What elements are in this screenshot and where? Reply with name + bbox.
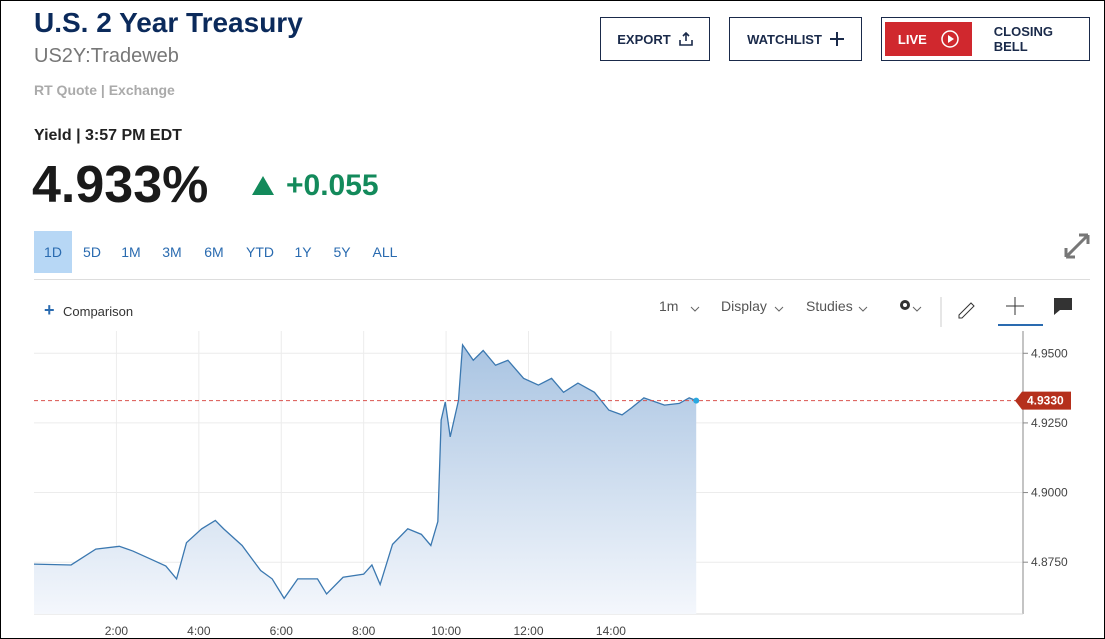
x-tick-label: 10:00 <box>431 624 461 638</box>
range-tab[interactable]: ALL <box>372 244 398 260</box>
x-tick-label: 12:00 <box>513 624 543 638</box>
export-button[interactable]: EXPORT <box>600 17 710 61</box>
price: 4.933% <box>32 156 209 214</box>
expand-icon[interactable] <box>1063 232 1091 260</box>
studies[interactable]: Studies <box>806 298 853 314</box>
comparison-plus[interactable]: + <box>44 300 55 320</box>
display[interactable]: Display <box>721 298 767 314</box>
area <box>34 344 697 614</box>
quote-time: Yield | 3:57 PM EDT <box>34 127 182 144</box>
line <box>33 343 697 600</box>
y-tick-label: 4.9500 <box>1031 346 1068 360</box>
x-tick-label: 4:00 <box>187 624 211 638</box>
range-tab[interactable]: 1M <box>121 244 141 260</box>
divider <box>34 279 1090 280</box>
live-button[interactable]: LIVE CLOSING BELL <box>881 17 1090 61</box>
y-tick-label: 4.9250 <box>1031 416 1068 430</box>
x-tick-label: 14:00 <box>596 624 626 638</box>
play-icon <box>941 30 959 48</box>
up-arrow <box>252 176 274 195</box>
export-icon <box>678 32 693 46</box>
change: +0.055 <box>286 169 379 202</box>
range-tab[interactable]: 1Y <box>294 244 312 260</box>
symbol: US2Y:Tradeweb <box>34 45 179 67</box>
y-tick-label: 4.9000 <box>1031 486 1068 500</box>
title: U.S. 2 Year Treasury <box>34 7 303 38</box>
toolbar-icons <box>690 297 1072 327</box>
range-tab[interactable]: 5D <box>83 244 101 260</box>
comparison[interactable]: Comparison <box>63 304 134 319</box>
x-tick-label: 6:00 <box>270 624 294 638</box>
y-tick-label: 4.8750 <box>1031 555 1068 569</box>
watchlist-label: WATCHLIST <box>747 31 822 47</box>
interval[interactable]: 1m <box>659 298 679 314</box>
range-tab[interactable]: 6M <box>204 244 224 260</box>
last-value-badge <box>1015 391 1071 410</box>
watchlist-button[interactable]: WATCHLIST <box>729 17 862 61</box>
source: RT Quote | Exchange <box>34 82 175 98</box>
x-tick-label: 2:00 <box>105 624 129 638</box>
last-value-label: 4.9330 <box>1027 394 1064 408</box>
range-tab[interactable]: YTD <box>246 244 274 260</box>
range-tab[interactable]: 3M <box>162 244 182 260</box>
x-tick-label: 8:00 <box>352 624 376 638</box>
live-badge: LIVE <box>885 22 972 56</box>
export-label: EXPORT <box>617 31 671 47</box>
plus-icon <box>829 32 844 46</box>
live-label: LIVE <box>897 31 927 47</box>
closing-bell-label: CLOSING BELL <box>993 24 1053 54</box>
range-tab[interactable]: 5Y <box>333 244 351 260</box>
range-tab[interactable]: 1D <box>34 231 72 273</box>
last-point <box>693 397 700 404</box>
